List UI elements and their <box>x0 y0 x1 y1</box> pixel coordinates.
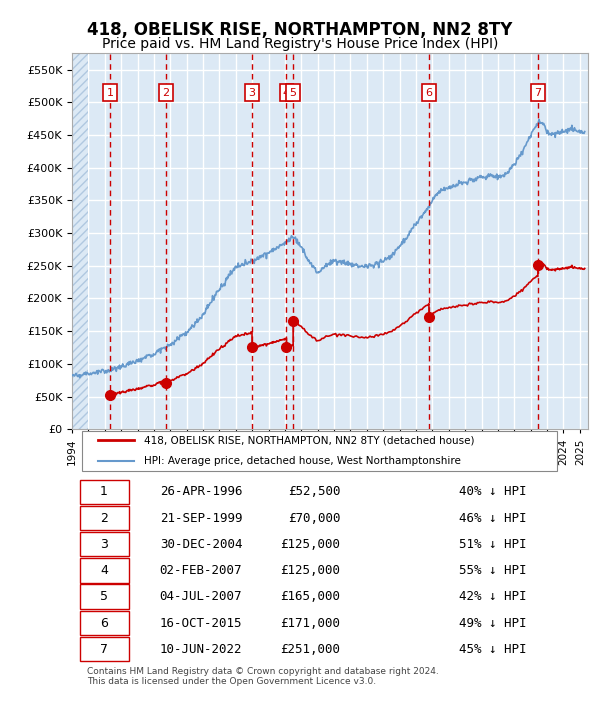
Text: 7: 7 <box>535 88 541 98</box>
Text: 4: 4 <box>283 88 290 98</box>
Text: 51% ↓ HPI: 51% ↓ HPI <box>459 538 527 551</box>
Text: 1: 1 <box>107 88 113 98</box>
Text: 3: 3 <box>248 88 256 98</box>
Text: 10-JUN-2022: 10-JUN-2022 <box>160 643 242 656</box>
FancyBboxPatch shape <box>82 432 557 471</box>
Text: £165,000: £165,000 <box>280 591 340 604</box>
FancyBboxPatch shape <box>80 558 129 582</box>
Bar <box>72 53 88 430</box>
Text: £251,000: £251,000 <box>280 643 340 656</box>
FancyBboxPatch shape <box>80 479 129 504</box>
Text: £171,000: £171,000 <box>280 616 340 630</box>
Text: 6: 6 <box>425 88 433 98</box>
FancyBboxPatch shape <box>80 506 129 530</box>
Text: 2: 2 <box>162 88 169 98</box>
FancyBboxPatch shape <box>80 637 129 661</box>
Text: 40% ↓ HPI: 40% ↓ HPI <box>459 486 527 498</box>
Text: £70,000: £70,000 <box>288 512 340 525</box>
Text: 49% ↓ HPI: 49% ↓ HPI <box>459 616 527 630</box>
Text: 7: 7 <box>100 643 108 656</box>
Text: 04-JUL-2007: 04-JUL-2007 <box>160 591 242 604</box>
Text: 26-APR-1996: 26-APR-1996 <box>160 486 242 498</box>
Text: 3: 3 <box>100 538 108 551</box>
Text: 16-OCT-2015: 16-OCT-2015 <box>160 616 242 630</box>
FancyBboxPatch shape <box>80 532 129 557</box>
Text: Contains HM Land Registry data © Crown copyright and database right 2024.
This d: Contains HM Land Registry data © Crown c… <box>88 667 439 686</box>
Text: 42% ↓ HPI: 42% ↓ HPI <box>459 591 527 604</box>
Text: 45% ↓ HPI: 45% ↓ HPI <box>459 643 527 656</box>
Text: 02-FEB-2007: 02-FEB-2007 <box>160 564 242 577</box>
Text: 418, OBELISK RISE, NORTHAMPTON, NN2 8TY (detached house): 418, OBELISK RISE, NORTHAMPTON, NN2 8TY … <box>144 435 475 445</box>
Text: 46% ↓ HPI: 46% ↓ HPI <box>459 512 527 525</box>
Text: Price paid vs. HM Land Registry's House Price Index (HPI): Price paid vs. HM Land Registry's House … <box>102 37 498 51</box>
Text: £52,500: £52,500 <box>288 486 340 498</box>
Text: 1: 1 <box>100 486 108 498</box>
Text: 418, OBELISK RISE, NORTHAMPTON, NN2 8TY: 418, OBELISK RISE, NORTHAMPTON, NN2 8TY <box>88 21 512 39</box>
Text: 30-DEC-2004: 30-DEC-2004 <box>160 538 242 551</box>
Text: £125,000: £125,000 <box>280 538 340 551</box>
Text: 6: 6 <box>100 616 108 630</box>
Text: HPI: Average price, detached house, West Northamptonshire: HPI: Average price, detached house, West… <box>144 457 461 466</box>
Text: 55% ↓ HPI: 55% ↓ HPI <box>459 564 527 577</box>
Text: 4: 4 <box>100 564 108 577</box>
FancyBboxPatch shape <box>80 611 129 635</box>
Text: 5: 5 <box>100 591 108 604</box>
Text: 5: 5 <box>290 88 296 98</box>
Text: 2: 2 <box>100 512 108 525</box>
Text: £125,000: £125,000 <box>280 564 340 577</box>
Text: 21-SEP-1999: 21-SEP-1999 <box>160 512 242 525</box>
FancyBboxPatch shape <box>80 584 129 608</box>
